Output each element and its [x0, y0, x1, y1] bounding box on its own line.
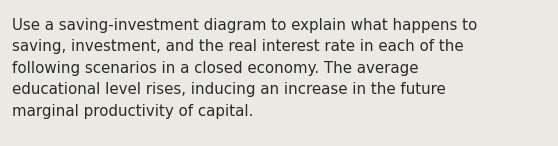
- Text: Use a saving-investment diagram to explain what happens to
saving, investment, a: Use a saving-investment diagram to expla…: [12, 18, 478, 119]
